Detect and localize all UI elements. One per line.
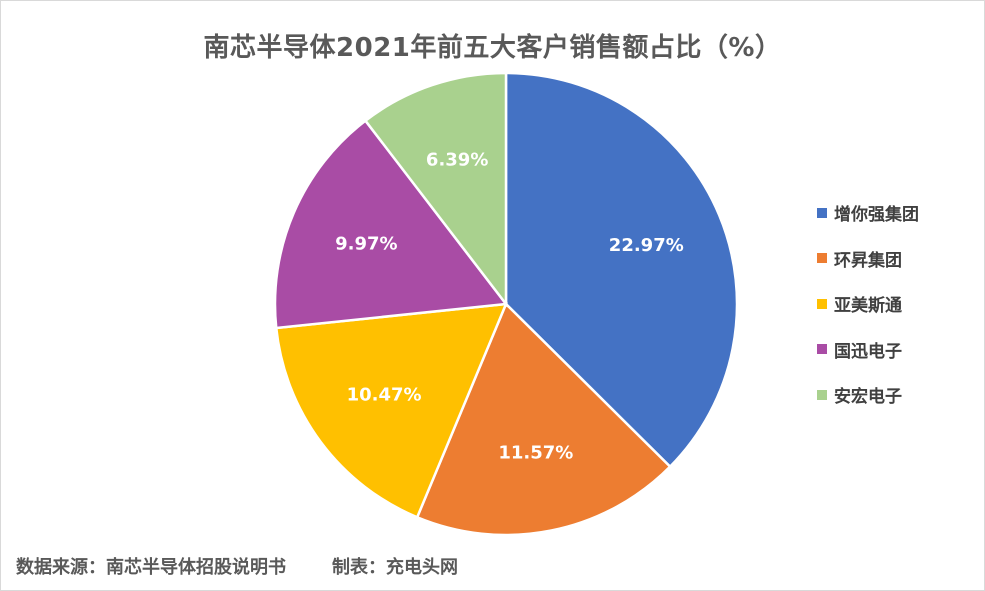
pie-data-label: 22.97% xyxy=(609,235,684,256)
legend-item: 亚美斯通 xyxy=(817,281,919,327)
legend-item: 环昇集团 xyxy=(817,236,919,282)
pie-data-labels: 22.97% 11.57% 10.47% 9.97% 6.39% xyxy=(335,150,684,464)
footer-source: 数据来源：南芯半导体招股说明书 xyxy=(16,557,286,578)
pie-slice xyxy=(273,118,509,330)
legend-label: 亚美斯通 xyxy=(834,296,902,317)
legend-label: 环昇集团 xyxy=(834,250,902,271)
legend-item: 增你强集团 xyxy=(817,190,919,236)
pie-data-label: 10.47% xyxy=(347,384,422,405)
legend-swatch xyxy=(817,298,827,309)
legend-item: 安宏电子 xyxy=(817,372,919,418)
legend-item: 国迅电子 xyxy=(817,327,919,373)
legend: 增你强集团 环昇集团 亚美斯通 国迅电子 安宏电子 xyxy=(817,190,919,418)
pie-slice xyxy=(363,71,508,308)
legend-label: 国迅电子 xyxy=(834,341,902,362)
pie-slice xyxy=(415,301,672,537)
chart-title: 南芯半导体2021年前五大客户销售额占比（%） xyxy=(203,33,782,63)
pie-slice xyxy=(274,302,508,519)
footer-maker: 制表：充电头网 xyxy=(332,557,458,578)
pie-data-label: 11.57% xyxy=(498,443,573,464)
pie-data-label: 6.39% xyxy=(426,150,488,171)
legend-swatch xyxy=(817,389,827,400)
footer: 数据来源：南芯半导体招股说明书 制表：充电头网 xyxy=(16,553,504,579)
legend-label: 增你强集团 xyxy=(834,205,919,226)
legend-swatch xyxy=(817,207,827,218)
pie-slice xyxy=(504,71,739,469)
pie-data-label: 9.97% xyxy=(335,233,397,254)
legend-swatch xyxy=(817,344,827,355)
legend-label: 安宏电子 xyxy=(834,387,902,408)
pie-slices xyxy=(273,71,739,537)
legend-swatch xyxy=(817,253,827,264)
